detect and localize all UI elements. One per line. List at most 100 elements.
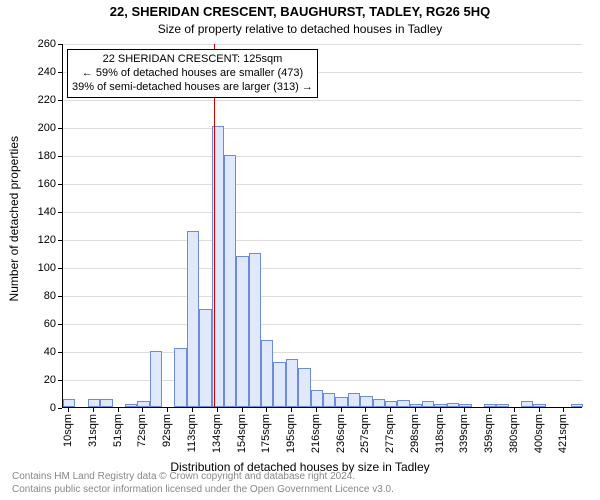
histogram-bar xyxy=(88,399,100,407)
xtick-label: 154sqm xyxy=(236,414,248,453)
histogram-bar xyxy=(434,404,446,407)
xtick-label: 134sqm xyxy=(211,414,223,453)
histogram-bar xyxy=(63,399,75,407)
histogram-bar xyxy=(348,393,360,407)
histogram-bar xyxy=(397,400,409,407)
xtick-mark xyxy=(514,408,515,412)
histogram-bar xyxy=(496,404,508,407)
xtick-mark xyxy=(390,408,391,412)
ytick-label: 220 xyxy=(0,94,62,106)
xtick-label: 113sqm xyxy=(186,414,198,452)
xtick-label: 298sqm xyxy=(409,414,421,453)
histogram-bar xyxy=(286,359,298,407)
xtick-label: 421sqm xyxy=(557,414,569,453)
ytick-label: 0 xyxy=(0,402,62,414)
gridline-y xyxy=(63,352,582,353)
gridline-y xyxy=(63,296,582,297)
histogram-bar xyxy=(224,155,236,407)
xtick-label: 216sqm xyxy=(310,414,322,453)
chart-title-address: 22, SHERIDAN CRESCENT, BAUGHURST, TADLEY… xyxy=(0,4,600,19)
xtick-mark xyxy=(192,408,193,412)
xtick-mark xyxy=(563,408,564,412)
xtick-mark xyxy=(415,408,416,412)
plot-inner: 22 SHERIDAN CRESCENT: 125sqm← 59% of det… xyxy=(63,44,582,407)
xtick-label: 359sqm xyxy=(483,414,495,453)
plot-area: 22 SHERIDAN CRESCENT: 125sqm← 59% of det… xyxy=(62,44,582,408)
histogram-bar xyxy=(261,340,273,407)
gridline-y xyxy=(63,240,582,241)
histogram-bar xyxy=(422,401,434,407)
xtick-mark xyxy=(365,408,366,412)
histogram-bar xyxy=(533,404,545,407)
xtick-mark xyxy=(341,408,342,412)
xtick-label: 92sqm xyxy=(161,414,173,447)
gridline-y xyxy=(63,268,582,269)
xtick-mark xyxy=(291,408,292,412)
xtick-mark xyxy=(118,408,119,412)
gridline-y xyxy=(63,212,582,213)
xtick-mark xyxy=(316,408,317,412)
xtick-label: 175sqm xyxy=(260,414,272,453)
histogram-bar xyxy=(410,404,422,407)
y-axis-label: Number of detached properties xyxy=(6,136,22,316)
gridline-y xyxy=(63,44,582,45)
histogram-bar xyxy=(236,256,248,407)
xtick-mark xyxy=(266,408,267,412)
xtick-mark xyxy=(217,408,218,412)
y-axis-label-text: Number of detached properties xyxy=(7,136,21,301)
property-marker-line xyxy=(214,44,215,407)
xtick-label: 257sqm xyxy=(359,414,371,453)
histogram-bar xyxy=(174,348,186,407)
histogram-bar xyxy=(335,397,347,407)
annotation-line-1: 22 SHERIDAN CRESCENT: 125sqm xyxy=(72,53,313,67)
xtick-label: 318sqm xyxy=(434,414,446,453)
xtick-mark xyxy=(142,408,143,412)
xtick-mark xyxy=(464,408,465,412)
histogram-bar xyxy=(273,362,285,407)
gridline-y xyxy=(63,380,582,381)
xtick-mark xyxy=(242,408,243,412)
histogram-bar xyxy=(323,393,335,407)
histogram-bar xyxy=(459,404,471,407)
gridline-y xyxy=(63,184,582,185)
histogram-bar xyxy=(187,231,199,407)
xtick-label: 236sqm xyxy=(335,414,347,453)
chart-subtitle: Size of property relative to detached ho… xyxy=(0,22,600,36)
ytick-label: 60 xyxy=(0,318,62,330)
annotation-line-3: 39% of semi-detached houses are larger (… xyxy=(72,81,313,95)
gridline-y xyxy=(63,128,582,129)
ytick-label: 260 xyxy=(0,38,62,50)
histogram-bar xyxy=(484,404,496,407)
ytick-label: 20 xyxy=(0,374,62,386)
xtick-label: 51sqm xyxy=(112,414,124,447)
histogram-bar xyxy=(298,368,310,407)
ytick-label: 240 xyxy=(0,66,62,78)
histogram-bar xyxy=(125,404,137,407)
histogram-bar xyxy=(360,396,372,407)
histogram-bar xyxy=(311,390,323,407)
histogram-bar xyxy=(100,399,112,407)
annotation-line-2: ← 59% of detached houses are smaller (47… xyxy=(72,67,313,81)
ytick-label: 40 xyxy=(0,346,62,358)
footer-attribution: Contains HM Land Registry data © Crown c… xyxy=(12,471,394,496)
histogram-bar xyxy=(373,399,385,407)
gridline-y xyxy=(63,100,582,101)
xtick-label: 195sqm xyxy=(285,414,297,453)
chart-root: 22, SHERIDAN CRESCENT, BAUGHURST, TADLEY… xyxy=(0,0,600,500)
footer-line-2: Contains public sector information licen… xyxy=(12,484,394,497)
xtick-mark xyxy=(489,408,490,412)
histogram-bar xyxy=(447,403,459,407)
xtick-mark xyxy=(93,408,94,412)
xtick-mark xyxy=(68,408,69,412)
histogram-bar xyxy=(521,401,533,407)
histogram-bar xyxy=(137,401,149,407)
gridline-y xyxy=(63,156,582,157)
histogram-bar xyxy=(150,351,162,407)
annotation-box: 22 SHERIDAN CRESCENT: 125sqm← 59% of det… xyxy=(67,49,318,98)
ytick-label: 200 xyxy=(0,122,62,134)
xtick-label: 400sqm xyxy=(533,414,545,453)
xtick-label: 10sqm xyxy=(62,414,74,447)
xtick-label: 277sqm xyxy=(384,414,396,453)
xtick-mark xyxy=(539,408,540,412)
xtick-mark xyxy=(167,408,168,412)
